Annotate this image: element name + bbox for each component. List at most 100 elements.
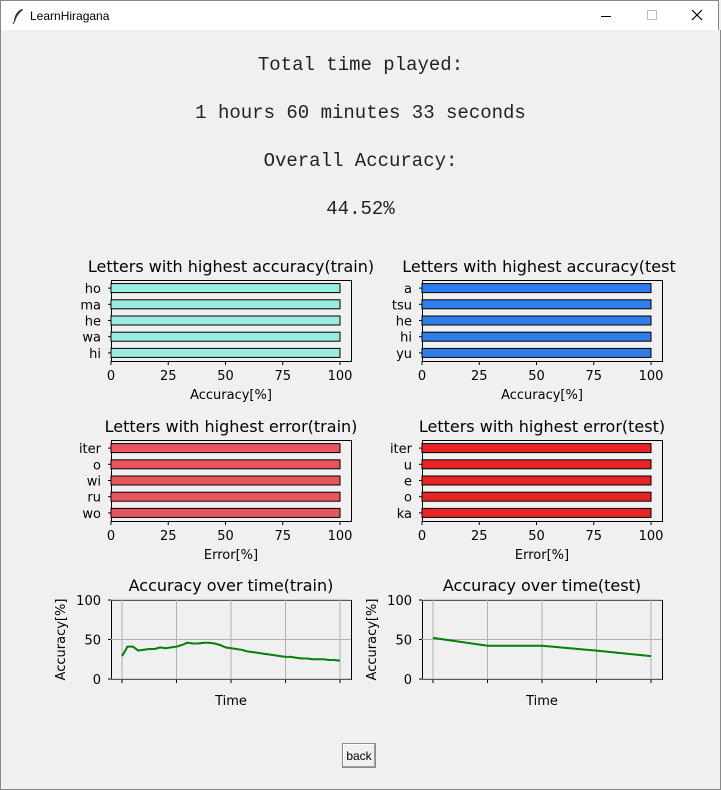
x-tick-label: 0 xyxy=(418,369,426,384)
y-tick-label: o xyxy=(404,491,412,506)
y-tick-label: iter xyxy=(79,442,102,457)
back-button[interactable]: back xyxy=(342,743,376,768)
y-tick-label: 100 xyxy=(76,594,101,609)
x-axis-label: Accuracy[%] xyxy=(501,388,583,403)
bar xyxy=(110,299,341,310)
bar xyxy=(421,475,652,486)
maximize-button[interactable] xyxy=(629,1,675,31)
y-axis-label: Accuracy[%] xyxy=(365,599,380,681)
x-tick-label: 100 xyxy=(328,369,353,384)
chart-title: Letters with highest error(train) xyxy=(105,417,358,436)
x-tick-label: 50 xyxy=(528,369,545,384)
plot-frame xyxy=(422,440,663,522)
x-axis-label: Error[%] xyxy=(204,548,258,563)
total-time-label: Total time played: xyxy=(257,54,464,76)
y-tick-label: e xyxy=(404,475,412,490)
y-tick-label: 50 xyxy=(395,634,412,649)
overall-accuracy-label: Overall Accuracy: xyxy=(263,150,458,172)
y-tick-label: ka xyxy=(397,507,412,522)
x-tick-label: 50 xyxy=(217,369,234,384)
x-tick-label: 50 xyxy=(217,529,234,544)
bar xyxy=(110,459,341,470)
x-tick-label: 0 xyxy=(107,529,115,544)
x-tick-label: 75 xyxy=(585,369,602,384)
x-axis-label: Time xyxy=(525,694,558,709)
window-border xyxy=(0,30,721,790)
y-tick-label: yu xyxy=(396,347,412,362)
plot-frame xyxy=(422,600,663,680)
bar xyxy=(110,347,341,358)
y-tick-label: tsu xyxy=(392,298,412,313)
window-title: LearnHiragana xyxy=(30,9,110,23)
y-tick-label: a xyxy=(404,282,412,297)
chart-title: Letters with highest accuracy(train) xyxy=(88,257,374,276)
x-tick-label: 25 xyxy=(471,369,488,384)
title-bar: LearnHiragana xyxy=(0,0,719,30)
bar xyxy=(421,283,652,294)
x-tick-label: 75 xyxy=(274,529,291,544)
y-tick-label: iter xyxy=(390,442,413,457)
series-line xyxy=(432,636,652,658)
y-tick-label: hi xyxy=(89,347,101,362)
bar xyxy=(421,347,652,358)
x-tick-label: 25 xyxy=(160,369,177,384)
total-time-value: 1 hours 60 minutes 33 seconds xyxy=(195,102,526,124)
series-line xyxy=(121,641,341,662)
y-tick-label: wo xyxy=(82,507,101,522)
x-axis-label: Time xyxy=(214,694,247,709)
y-tick-label: 0 xyxy=(93,673,101,688)
bar xyxy=(421,491,652,502)
x-tick-label: 25 xyxy=(160,529,177,544)
bar xyxy=(421,315,652,326)
y-tick-label: ma xyxy=(80,298,101,313)
bar xyxy=(110,315,341,326)
overall-accuracy-value: 44.52% xyxy=(326,198,395,220)
bar xyxy=(110,475,341,486)
x-tick-label: 50 xyxy=(528,529,545,544)
y-tick-label: 100 xyxy=(387,594,412,609)
bar xyxy=(110,507,341,518)
y-tick-label: o xyxy=(93,458,101,473)
y-tick-label: ru xyxy=(87,491,101,506)
x-tick-label: 100 xyxy=(328,529,353,544)
plot-frame xyxy=(111,440,352,522)
bar xyxy=(421,507,652,518)
y-tick-label: u xyxy=(404,458,412,473)
plot-frame xyxy=(111,280,352,362)
x-tick-label: 75 xyxy=(585,529,602,544)
bar xyxy=(421,459,652,470)
bar xyxy=(421,331,652,342)
maximize-icon xyxy=(647,10,657,20)
x-axis-label: Accuracy[%] xyxy=(190,388,272,403)
chart-title: Accuracy over time(test) xyxy=(443,576,641,595)
bar xyxy=(110,443,341,454)
bar xyxy=(110,331,341,342)
plot-frame xyxy=(422,280,663,362)
chart-title: Letters with highest error(test) xyxy=(419,417,665,436)
chart-title: Letters with highest accuracy(test xyxy=(402,257,675,276)
minimize-icon xyxy=(601,16,611,17)
bar xyxy=(110,491,341,502)
x-tick-label: 25 xyxy=(471,529,488,544)
y-axis-label: Accuracy[%] xyxy=(54,599,69,681)
y-tick-label: he xyxy=(396,315,412,330)
y-tick-label: wi xyxy=(87,475,101,490)
bar xyxy=(421,299,652,310)
x-tick-label: 100 xyxy=(639,369,664,384)
x-tick-label: 0 xyxy=(418,529,426,544)
plot-frame xyxy=(111,600,352,680)
x-axis-label: Error[%] xyxy=(515,548,569,563)
minimize-button[interactable] xyxy=(583,1,629,31)
feather-icon xyxy=(12,9,23,24)
bar xyxy=(110,283,341,294)
y-tick-label: ho xyxy=(85,282,101,297)
chart-title: Accuracy over time(train) xyxy=(129,576,334,595)
y-tick-label: hi xyxy=(400,331,412,346)
y-tick-label: 50 xyxy=(84,634,101,649)
x-tick-label: 75 xyxy=(274,369,291,384)
close-button[interactable] xyxy=(674,1,720,31)
x-tick-label: 100 xyxy=(639,529,664,544)
close-icon xyxy=(691,9,703,21)
y-tick-label: he xyxy=(85,315,101,330)
x-tick-label: 0 xyxy=(107,369,115,384)
